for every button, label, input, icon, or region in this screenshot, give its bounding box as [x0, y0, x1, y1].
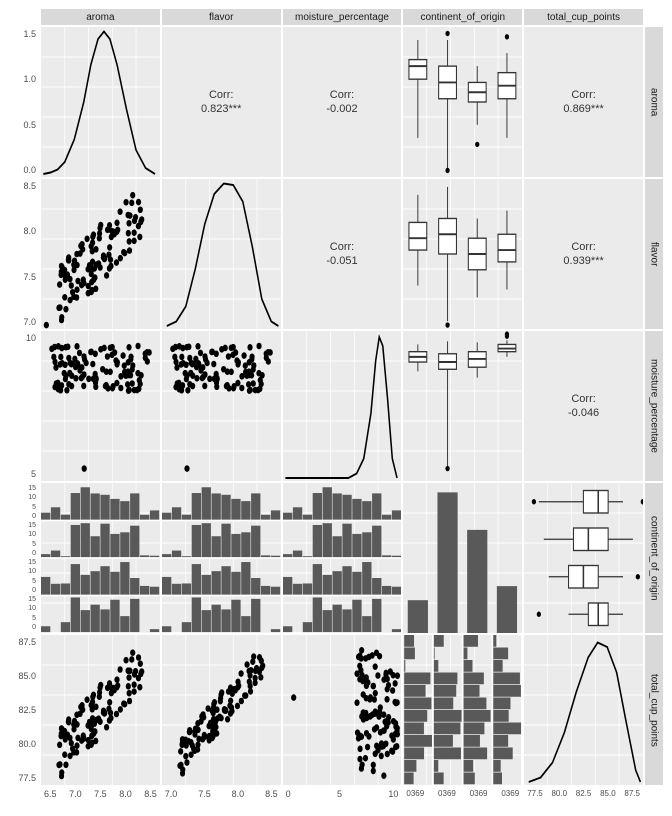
- x-axis-total_cup_points: 77.580.082.585.087.5: [523, 786, 644, 808]
- corner-bl: [8, 786, 40, 808]
- facethist-flavor: [161, 482, 282, 634]
- corr-moisture_total: Corr:-0.046: [523, 330, 644, 482]
- density-moisture: [282, 330, 403, 482]
- density-flavor: [161, 178, 282, 330]
- y-axis: 8.58.07.57.0: [8, 178, 40, 330]
- corner-tr: [644, 8, 664, 26]
- box-aroma-continent: [402, 26, 523, 178]
- strip-top-total_cup_points: total_cup_points: [523, 8, 644, 26]
- density-aroma: [40, 26, 161, 178]
- facethist-moist: [282, 482, 403, 634]
- bar-continent: [402, 482, 523, 634]
- strip-top-aroma: aroma: [40, 8, 161, 26]
- corr-aroma_flavor: Corr:0.823***: [161, 26, 282, 178]
- strip-right-moisture_percentage: moisture_percentage: [644, 330, 664, 482]
- strip-top-continent_of_origin: continent_of_origin: [402, 8, 523, 26]
- strip-right-continent_of_origin: continent_of_origin: [644, 482, 664, 634]
- y-axis: 1.51.00.50.0: [8, 26, 40, 178]
- scatter-moist-flavor: [161, 330, 282, 482]
- box-moist-continent: [402, 330, 523, 482]
- facethist-aroma: [40, 482, 161, 634]
- corr-flavor_moisture: Corr:-0.051: [282, 178, 403, 330]
- ggpairs-matrix: aromaflavormoisture_percentagecontinent_…: [8, 8, 664, 808]
- x-axis-flavor: 7.07.58.08.5: [161, 786, 282, 808]
- y-axis: 151050151050151050151050: [8, 482, 40, 634]
- y-axis: 105: [8, 330, 40, 482]
- corner-tl: [8, 8, 40, 26]
- facethist-total-continent: [402, 634, 523, 786]
- corr-flavor_total: Corr:0.939***: [523, 178, 644, 330]
- x-axis-aroma: 6.57.07.58.08.5: [40, 786, 161, 808]
- scatter-total-aroma: [40, 634, 161, 786]
- density-total: [523, 634, 644, 786]
- strip-top-moisture_percentage: moisture_percentage: [282, 8, 403, 26]
- strip-right-flavor: flavor: [644, 178, 664, 330]
- scatter-moist-aroma: [40, 330, 161, 482]
- scatter-total-moist: [282, 634, 403, 786]
- y-axis: 87.585.082.580.077.5: [8, 634, 40, 786]
- x-axis-moisture_percentage: 0510: [282, 786, 403, 808]
- strip-top-flavor: flavor: [161, 8, 282, 26]
- corr-aroma_moisture: Corr:-0.002: [282, 26, 403, 178]
- corner-br: [644, 786, 664, 808]
- strip-right-total_cup_points: total_cup_points: [644, 634, 664, 786]
- box-flavor-continent: [402, 178, 523, 330]
- x-axis-continent_of_origin: 0369036903690369: [402, 786, 523, 808]
- box-total-continent: [523, 482, 644, 634]
- scatter-flavor-aroma: [40, 178, 161, 330]
- corr-aroma_total: Corr:0.869***: [523, 26, 644, 178]
- strip-right-aroma: aroma: [644, 26, 664, 178]
- scatter-total-flavor: [161, 634, 282, 786]
